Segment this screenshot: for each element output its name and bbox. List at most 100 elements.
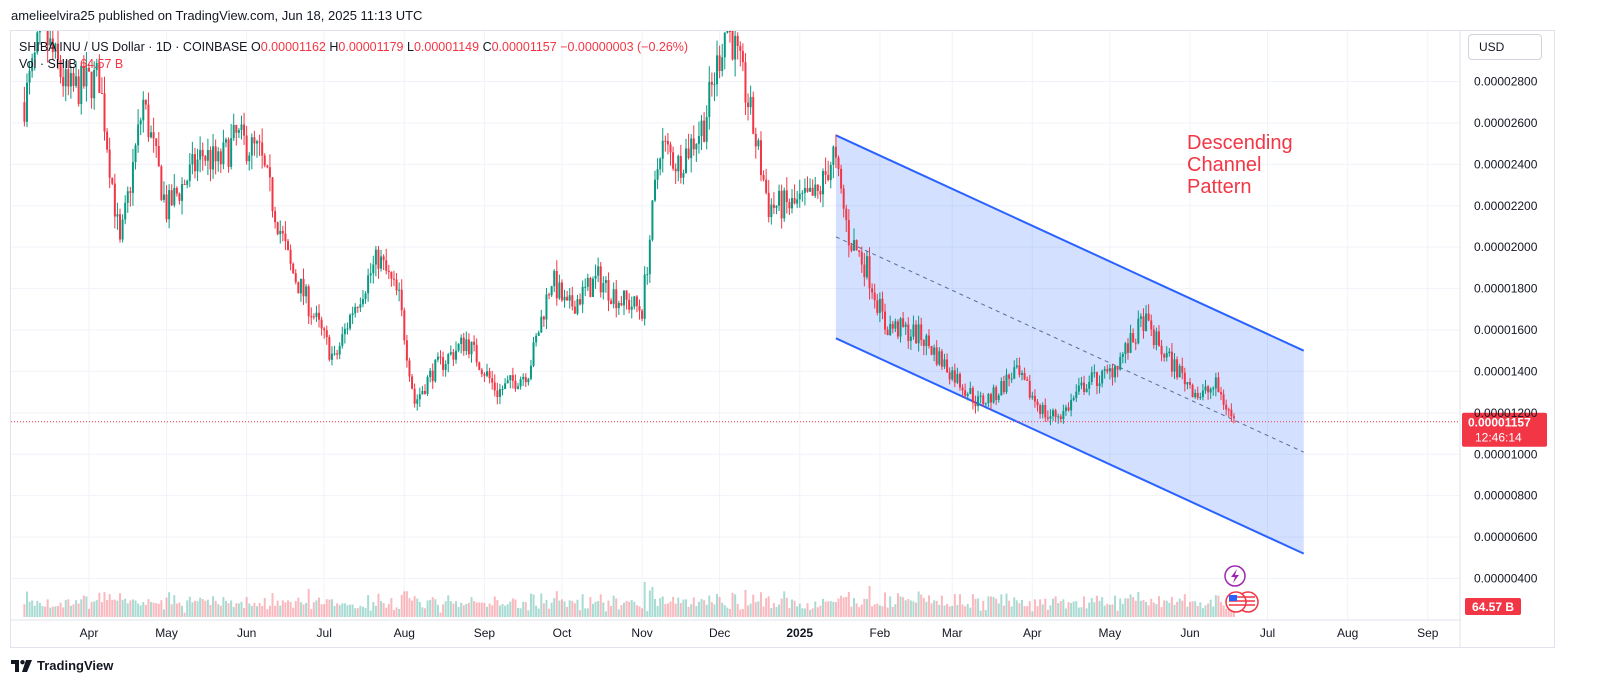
candle-body (250, 137, 253, 156)
candle-body (320, 319, 323, 329)
volume-bar (997, 603, 1000, 617)
volume-bar (413, 596, 416, 617)
ohlc-row: SHIBA INU / US Dollar · 1D · COINBASE O0… (19, 39, 688, 56)
volume-bar (305, 602, 308, 617)
candle-body (568, 295, 571, 301)
candle-body (842, 188, 845, 209)
volume-bar (1183, 594, 1186, 617)
volume-bar (989, 596, 992, 617)
candle-body (638, 306, 641, 311)
candle-body (677, 155, 680, 172)
volume-bar (1201, 608, 1204, 617)
candle-body (1201, 390, 1204, 397)
candle-body (752, 96, 755, 134)
candle-body (953, 370, 956, 383)
volume-bar (147, 599, 150, 617)
volume-bar (553, 598, 556, 617)
volume-bar (780, 598, 783, 617)
candle-body (323, 328, 326, 331)
candle-body (243, 124, 246, 136)
footer-brand[interactable]: TradingView (11, 658, 113, 673)
volume-bar (651, 586, 654, 617)
candle-body (545, 294, 548, 320)
candle-body (51, 38, 54, 53)
volume-bar (230, 600, 233, 617)
volume-bar (612, 595, 615, 617)
volume-bar (579, 610, 582, 617)
candle-body (473, 341, 476, 345)
candle-body (160, 166, 163, 200)
candle-body (1026, 379, 1029, 381)
candle-body (85, 67, 88, 87)
volume-bar (137, 603, 140, 617)
candle-body (1114, 366, 1117, 378)
currency-selector[interactable]: USD (1468, 34, 1542, 60)
candle-body (519, 379, 522, 387)
candle-body (1008, 374, 1011, 379)
volume-bar (88, 608, 90, 617)
candle-body (230, 138, 233, 167)
volume-bar (1145, 601, 1148, 617)
time-tick-label: Feb (870, 626, 891, 640)
symbol-title[interactable]: SHIBA INU / US Dollar · 1D · COINBASE (19, 40, 248, 54)
candle-body (367, 275, 370, 294)
candle-body (1111, 368, 1114, 378)
volume-bar (995, 598, 998, 617)
candle-body (1021, 373, 1024, 375)
volume-bar (1114, 595, 1117, 617)
volume-bar (1083, 596, 1086, 617)
volume-bar (731, 592, 734, 617)
volume-bar (232, 607, 235, 617)
volume-bar (162, 609, 165, 617)
volume-bar (889, 596, 892, 617)
candle-body (969, 388, 972, 394)
volume-bar (664, 603, 667, 617)
candle-body (604, 280, 607, 284)
chart-legend: SHIBA INU / US Dollar · 1D · COINBASE O0… (19, 39, 688, 73)
volume-bar (1067, 602, 1070, 617)
candle-body (744, 62, 747, 103)
candle-body (873, 292, 876, 301)
candle-body (188, 164, 191, 181)
volume-bar (1178, 598, 1181, 617)
volume-bar (775, 606, 778, 617)
candle-body (524, 376, 527, 383)
candle-body (917, 324, 920, 344)
volume-bar (1052, 598, 1055, 617)
candle-body (889, 323, 892, 336)
volume-bar (1080, 607, 1083, 617)
volume-bar (958, 594, 961, 617)
volume-bar (429, 599, 432, 617)
candle-body (710, 81, 713, 85)
volume-bar (1108, 604, 1111, 617)
volume-bar (338, 605, 341, 617)
volume-bar (403, 591, 406, 617)
candle-body (274, 211, 277, 223)
candle-body (315, 312, 318, 317)
candle-body (279, 230, 282, 235)
volume-bar (411, 600, 414, 617)
volume-label[interactable]: Vol · SHIB (19, 57, 77, 71)
candle-body (400, 289, 403, 311)
volume-bar (566, 606, 569, 617)
candle-body (1165, 353, 1168, 358)
volume-bar (938, 604, 941, 617)
volume-bar (809, 609, 812, 617)
candle-body (847, 220, 850, 246)
volume-bar (736, 603, 739, 617)
volume-bar (586, 608, 589, 617)
candle-body (1044, 405, 1047, 418)
volume-bar (320, 604, 323, 617)
volume-bar (240, 601, 243, 617)
volume-bar (744, 589, 747, 617)
candle-body (1033, 395, 1036, 402)
volume-bar (367, 595, 370, 617)
volume-bar (1000, 594, 1003, 617)
candle-body (989, 394, 992, 403)
candle-body (654, 179, 657, 201)
candle-body (346, 328, 349, 330)
volume-bar (315, 600, 318, 617)
candle-body (1077, 385, 1080, 392)
